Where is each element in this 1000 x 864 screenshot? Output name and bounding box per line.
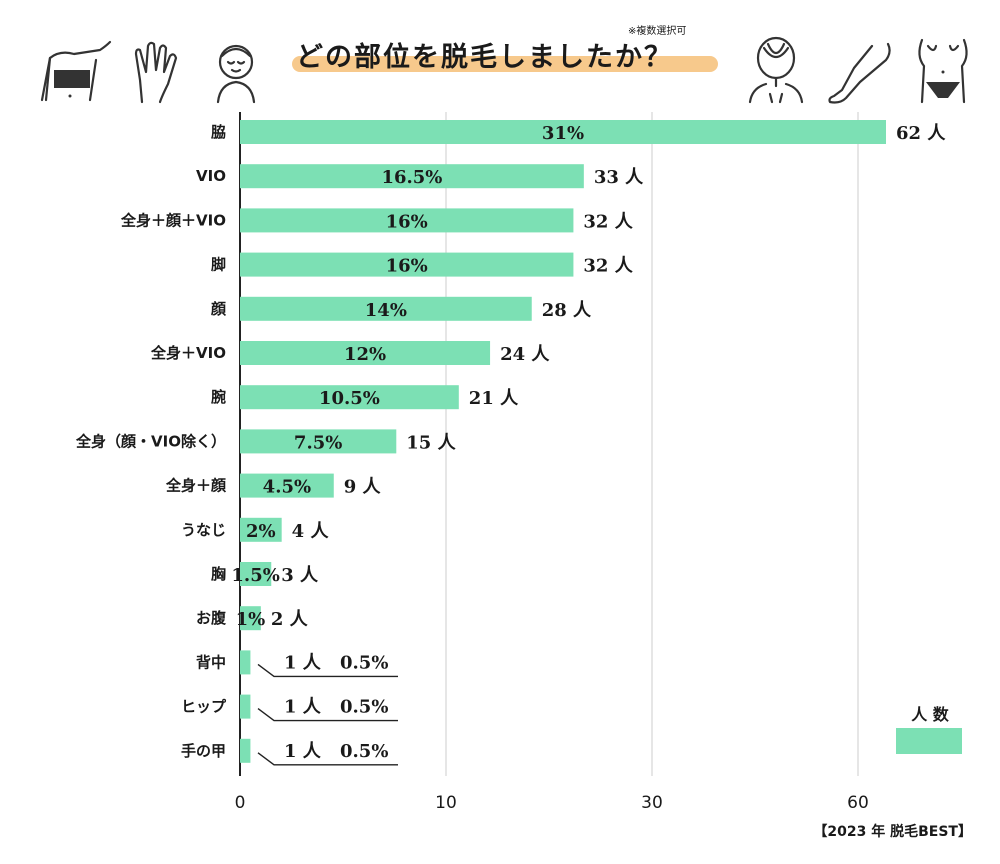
category-label: うなじ: [181, 521, 226, 539]
category-label: 腕: [211, 388, 226, 406]
count-label: 9 人: [344, 477, 382, 498]
category-label: 背中: [196, 653, 226, 671]
bar: [240, 473, 334, 498]
category-label: お腹: [196, 609, 227, 627]
percent-label: 0.5%: [340, 652, 388, 673]
count-label: 62 人: [896, 123, 946, 144]
percent-label: 16%: [386, 211, 428, 232]
category-label: 胸: [211, 565, 226, 583]
x-tick-label: 10: [435, 793, 457, 813]
count-label: 32 人: [583, 256, 633, 277]
count-label: 2 人: [271, 609, 309, 630]
bar: [240, 252, 574, 277]
x-tick-label: 60: [847, 793, 869, 813]
bars: [240, 120, 886, 763]
bar: [240, 429, 397, 454]
multi-select-note: ※複数選択可: [628, 24, 686, 37]
legend-label: 人 数: [911, 705, 950, 724]
category-label: 全身＋VIO: [150, 344, 226, 362]
bar: [240, 296, 532, 321]
count-label: 3 人: [281, 565, 319, 586]
underarm-icon: [40, 40, 112, 102]
leg-icon: [828, 42, 891, 104]
title-area: どの部位を脱毛しましたか？ ※複数選択可: [292, 24, 718, 73]
category-label: 全身＋顔＋VIO: [120, 211, 226, 229]
bar: [240, 208, 574, 233]
category-label: VIO: [196, 167, 226, 185]
chart-title: どの部位を脱毛しましたか？: [296, 41, 673, 73]
percent-label: 31%: [542, 123, 584, 144]
percent-label: 10.5%: [319, 388, 380, 409]
percent-label: 16.5%: [381, 167, 442, 188]
x-tick-label: 0: [235, 793, 246, 813]
count-label: 28 人: [542, 300, 592, 321]
callout-line: [257, 708, 398, 722]
count-label: 21 人: [469, 388, 519, 409]
category-label: 全身＋顔: [165, 477, 227, 495]
percent-label: 0.5%: [340, 741, 388, 762]
percent-label: 1.5%: [231, 565, 279, 586]
hand-icon: [134, 41, 178, 104]
percent-label: 7.5%: [294, 432, 342, 453]
category-label: 全身（顔・VIO除く）: [75, 432, 226, 450]
bar: [240, 164, 584, 189]
bar: [240, 517, 282, 542]
category-label: 脇: [211, 123, 226, 141]
percent-label: 0.5%: [340, 697, 388, 718]
bar: [240, 385, 459, 410]
count-label: 32 人: [583, 211, 633, 232]
x-axis-ticks: 0 10 30 60: [235, 793, 869, 813]
count-label: 1 人: [284, 697, 322, 718]
legend: 人 数: [896, 705, 962, 754]
bar: [240, 562, 272, 586]
count-label: 4 人: [292, 521, 330, 542]
percent-label: 14%: [365, 300, 407, 321]
percent-label: 1%: [236, 609, 266, 630]
bar: [240, 694, 251, 719]
percent-label: 12%: [344, 344, 386, 365]
source-label: 【2023 年 脱毛BEST】: [813, 823, 972, 840]
callout-line: [257, 663, 398, 678]
count-label: 15 人: [406, 432, 456, 453]
title-highlight: [292, 56, 718, 72]
count-label: 24 人: [500, 344, 550, 365]
percent-label: 4.5%: [263, 477, 311, 498]
category-label: 脚: [211, 256, 226, 274]
category-label: ヒップ: [181, 698, 227, 716]
callout-line: [257, 752, 398, 766]
legend-swatch: [896, 728, 962, 754]
count-label: 1 人: [284, 741, 322, 762]
bar: [240, 650, 251, 675]
bar: [240, 120, 886, 144]
category-label: 顔: [210, 300, 227, 318]
x-tick-label: 30: [641, 793, 663, 813]
hair-back-icon: [748, 36, 804, 104]
face-icon: [216, 44, 256, 104]
percent-label: 16%: [386, 256, 428, 277]
percent-label: 2%: [246, 521, 276, 542]
category-label: 手の甲: [181, 742, 226, 760]
count-label: 1 人: [284, 652, 322, 673]
bikini-icon: [918, 38, 968, 104]
bar: [240, 341, 491, 365]
bar: [240, 738, 251, 763]
count-label: 33 人: [594, 167, 644, 188]
bar: [240, 606, 261, 631]
